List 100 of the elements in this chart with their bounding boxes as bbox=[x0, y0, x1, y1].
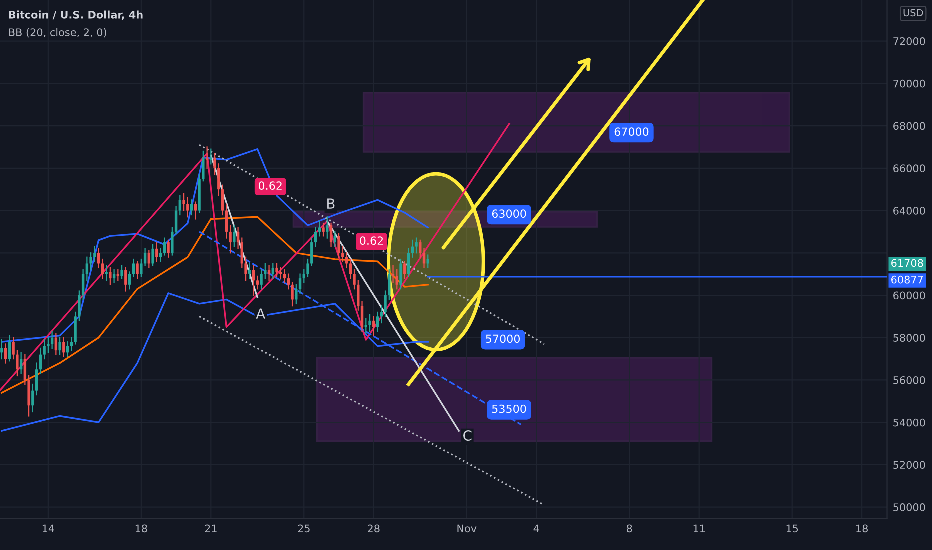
candlestick bbox=[167, 240, 170, 258]
candlestick bbox=[338, 234, 340, 258]
x-tick-label: 28 bbox=[368, 524, 380, 533]
annotation: 63000 bbox=[492, 210, 526, 218]
candlestick bbox=[152, 244, 154, 266]
candlestick bbox=[330, 222, 333, 248]
candlestick bbox=[202, 150, 205, 182]
candlestick bbox=[252, 265, 256, 296]
annotation: 0.62 bbox=[360, 236, 384, 246]
y-tick-label: 56000 bbox=[894, 376, 926, 384]
text: 61708 bbox=[892, 259, 924, 268]
candlestick bbox=[280, 267, 282, 280]
candlestick bbox=[272, 263, 275, 280]
candlestick bbox=[214, 153, 216, 176]
candlestick bbox=[248, 263, 252, 280]
y-tick-label: 64000 bbox=[894, 206, 926, 215]
text: 60877 bbox=[892, 276, 924, 284]
y-tick-label: 70000 bbox=[894, 80, 926, 88]
candlestick bbox=[148, 250, 151, 269]
candlestick bbox=[20, 352, 23, 374]
candlestick bbox=[368, 314, 372, 332]
candlestick bbox=[178, 195, 182, 216]
candlestick bbox=[357, 280, 360, 311]
candlestick bbox=[35, 362, 38, 396]
x-tick-label: 25 bbox=[298, 524, 310, 533]
candlestick bbox=[12, 337, 15, 360]
candlestick bbox=[233, 225, 236, 248]
candlestick bbox=[70, 337, 74, 352]
candlestick bbox=[287, 274, 290, 290]
candlestick bbox=[360, 301, 364, 332]
x-tick-label: Nov bbox=[458, 524, 477, 533]
candlestick bbox=[388, 270, 391, 300]
y-tick-label: 52000 bbox=[894, 461, 926, 470]
candlestick bbox=[190, 200, 194, 216]
candlestick bbox=[47, 337, 50, 354]
candlestick bbox=[419, 240, 422, 258]
candlestick bbox=[244, 256, 248, 282]
candlestick bbox=[186, 198, 190, 218]
candlestick bbox=[376, 312, 380, 332]
annotation: 0.62 bbox=[258, 182, 282, 190]
candlestick bbox=[306, 258, 310, 277]
candlestick bbox=[58, 337, 62, 356]
annotation: 67000 bbox=[614, 128, 649, 136]
candlestick bbox=[124, 267, 128, 292]
candlestick bbox=[16, 350, 19, 377]
candlestick bbox=[276, 263, 278, 277]
y-tick-label: 50000 bbox=[894, 504, 926, 512]
candlestick bbox=[128, 272, 132, 290]
candlestick bbox=[182, 193, 186, 212]
candlestick bbox=[404, 261, 406, 280]
candlestick bbox=[94, 246, 96, 262]
candlestick bbox=[236, 227, 240, 250]
candlestick bbox=[353, 270, 356, 290]
candlestick bbox=[24, 354, 27, 386]
candlestick bbox=[240, 238, 244, 269]
candlestick bbox=[407, 248, 410, 277]
x-tick-label: 8 bbox=[627, 524, 632, 533]
text: Bitcoin / U.S. Dollar, 4h bbox=[9, 10, 143, 20]
x-tick-label: 11 bbox=[694, 524, 706, 532]
candlestick bbox=[396, 270, 398, 290]
candlestick bbox=[384, 290, 387, 318]
candlestick bbox=[264, 263, 267, 280]
annotation: C bbox=[464, 430, 472, 442]
candlestick bbox=[132, 258, 136, 277]
candlestick bbox=[256, 276, 260, 290]
candlestick bbox=[194, 202, 198, 220]
candlestick bbox=[349, 258, 352, 280]
candlestick bbox=[39, 348, 42, 374]
annotation: B bbox=[328, 198, 335, 209]
candlestick bbox=[105, 265, 108, 282]
candlestick bbox=[400, 258, 402, 290]
y-tick-label: 66000 bbox=[894, 164, 926, 173]
x-tick-label: 14 bbox=[42, 524, 54, 532]
x-tick-label: 18 bbox=[136, 524, 148, 533]
candlestick bbox=[322, 222, 325, 237]
candlestick bbox=[136, 261, 139, 280]
candlestick bbox=[326, 216, 329, 239]
x-tick-label: 18 bbox=[856, 524, 868, 533]
candlestick bbox=[225, 204, 228, 239]
candlestick bbox=[372, 316, 376, 336]
candlestick bbox=[8, 335, 12, 362]
candlestick bbox=[54, 333, 58, 356]
candlestick bbox=[156, 242, 158, 262]
candlestick bbox=[159, 248, 162, 262]
candlestick bbox=[364, 318, 368, 334]
candlestick bbox=[268, 265, 271, 282]
candlestick bbox=[422, 248, 426, 269]
y-tick-label: 58000 bbox=[894, 334, 926, 342]
annotation: A bbox=[256, 308, 266, 319]
candlestick bbox=[291, 282, 294, 307]
annotation: 53500 bbox=[492, 404, 526, 414]
annotation: 57000 bbox=[486, 334, 520, 344]
y-tick-label: 60000 bbox=[894, 292, 926, 300]
y-tick-label: 54000 bbox=[894, 418, 926, 427]
candlestick bbox=[120, 265, 124, 280]
candlestick bbox=[318, 220, 322, 237]
candlestick bbox=[109, 267, 112, 286]
candlestick bbox=[334, 231, 336, 248]
candlestick bbox=[4, 344, 8, 364]
candlestick bbox=[43, 339, 46, 360]
